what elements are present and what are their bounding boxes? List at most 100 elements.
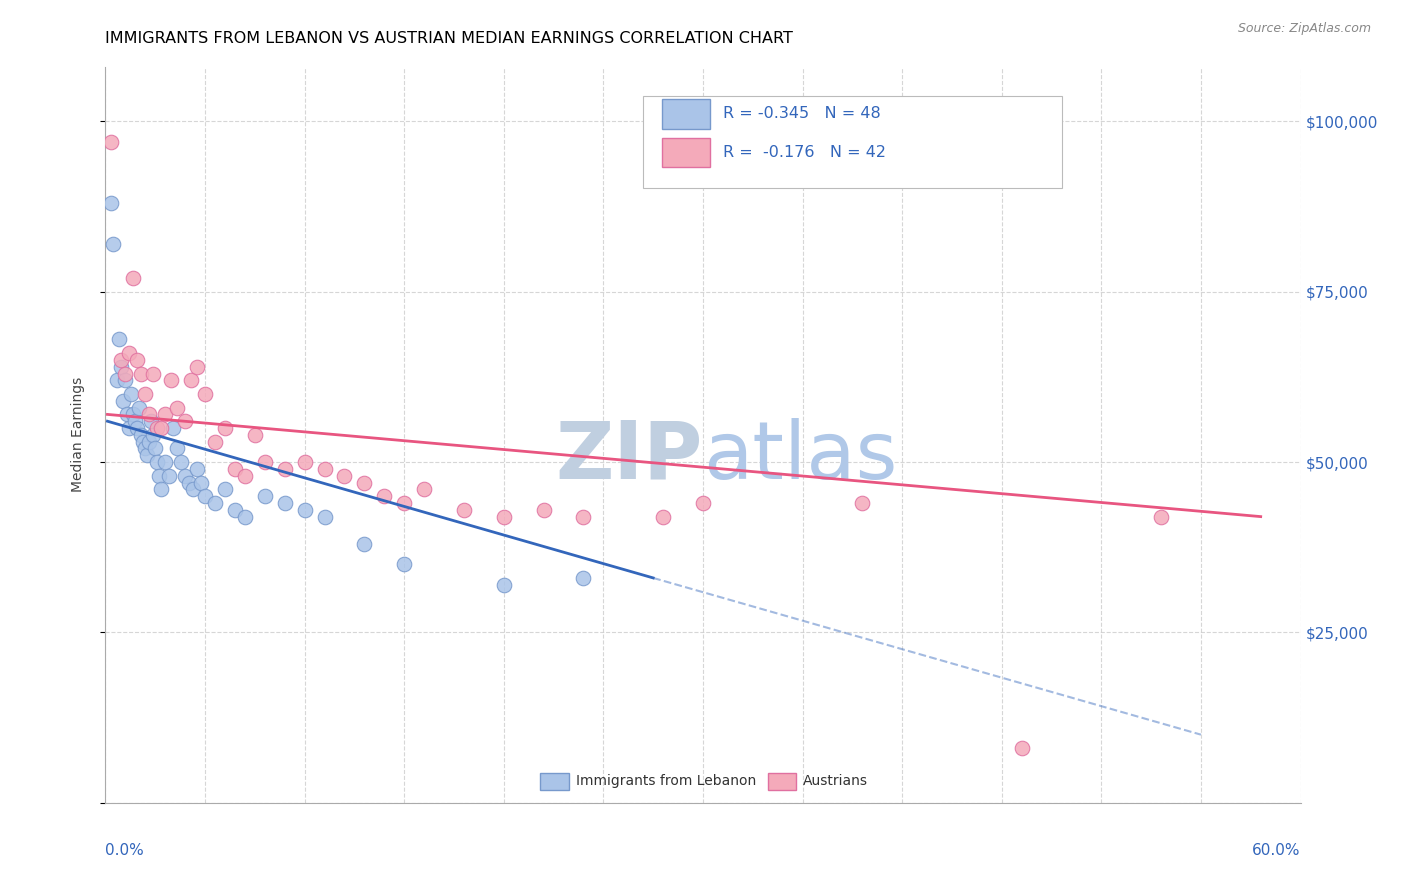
Point bbox=[146, 421, 169, 435]
Point bbox=[127, 352, 149, 367]
Text: atlas: atlas bbox=[703, 418, 897, 496]
Point bbox=[146, 455, 169, 469]
Point bbox=[166, 442, 188, 456]
Point bbox=[118, 346, 141, 360]
Point bbox=[162, 421, 184, 435]
Point bbox=[652, 509, 675, 524]
Point bbox=[373, 489, 395, 503]
Point bbox=[138, 434, 160, 449]
Point bbox=[492, 578, 515, 592]
Point bbox=[160, 373, 183, 387]
Point bbox=[108, 333, 131, 347]
Point bbox=[157, 468, 180, 483]
Point bbox=[132, 434, 155, 449]
Point bbox=[134, 442, 156, 456]
FancyBboxPatch shape bbox=[662, 137, 710, 167]
Point bbox=[100, 135, 122, 149]
Point bbox=[314, 462, 336, 476]
FancyBboxPatch shape bbox=[768, 772, 796, 790]
Point bbox=[181, 483, 204, 497]
Point bbox=[138, 408, 160, 422]
Point bbox=[150, 483, 173, 497]
Text: R = -0.345   N = 48: R = -0.345 N = 48 bbox=[723, 106, 882, 121]
Point bbox=[190, 475, 212, 490]
Point bbox=[174, 468, 197, 483]
Point bbox=[333, 468, 356, 483]
Point bbox=[1150, 509, 1173, 524]
Point bbox=[204, 434, 226, 449]
Point bbox=[1011, 741, 1033, 756]
Point bbox=[120, 387, 142, 401]
Point bbox=[851, 496, 873, 510]
Point bbox=[134, 387, 156, 401]
Point bbox=[117, 408, 139, 422]
Text: 0.0%: 0.0% bbox=[105, 843, 145, 858]
Point bbox=[492, 509, 515, 524]
Text: IMMIGRANTS FROM LEBANON VS AUSTRIAN MEDIAN EARNINGS CORRELATION CHART: IMMIGRANTS FROM LEBANON VS AUSTRIAN MEDI… bbox=[105, 31, 793, 46]
Point bbox=[294, 455, 316, 469]
Point bbox=[114, 367, 136, 381]
Point bbox=[253, 489, 276, 503]
Text: ZIP: ZIP bbox=[555, 418, 703, 496]
Point bbox=[314, 509, 336, 524]
Point bbox=[533, 503, 555, 517]
Point bbox=[153, 408, 177, 422]
Point bbox=[107, 373, 129, 387]
Point bbox=[194, 489, 217, 503]
FancyBboxPatch shape bbox=[540, 772, 569, 790]
Point bbox=[122, 408, 145, 422]
Point bbox=[233, 509, 256, 524]
Point bbox=[122, 271, 145, 285]
Point bbox=[214, 421, 236, 435]
Point bbox=[103, 237, 125, 252]
Point bbox=[194, 387, 217, 401]
FancyBboxPatch shape bbox=[644, 96, 1062, 188]
Point bbox=[141, 414, 163, 428]
Point bbox=[224, 462, 246, 476]
Text: Immigrants from Lebanon: Immigrants from Lebanon bbox=[576, 774, 756, 789]
Text: Source: ZipAtlas.com: Source: ZipAtlas.com bbox=[1237, 22, 1371, 36]
Point bbox=[224, 503, 246, 517]
Point bbox=[166, 401, 188, 415]
Point bbox=[142, 427, 165, 442]
Point bbox=[572, 509, 595, 524]
Point bbox=[453, 503, 475, 517]
Point bbox=[186, 462, 208, 476]
Point bbox=[148, 468, 170, 483]
Point bbox=[112, 393, 135, 408]
Point bbox=[392, 558, 416, 572]
Point bbox=[153, 455, 177, 469]
Point bbox=[118, 421, 141, 435]
Point bbox=[186, 359, 208, 374]
Point bbox=[124, 414, 146, 428]
Text: R =  -0.176   N = 42: R = -0.176 N = 42 bbox=[723, 145, 886, 160]
Point bbox=[110, 359, 132, 374]
Point bbox=[110, 352, 132, 367]
Point bbox=[177, 475, 201, 490]
Point bbox=[413, 483, 436, 497]
Point bbox=[204, 496, 226, 510]
Point bbox=[127, 421, 149, 435]
Point bbox=[294, 503, 316, 517]
Point bbox=[572, 571, 595, 585]
Point bbox=[233, 468, 256, 483]
Point bbox=[150, 421, 173, 435]
Point bbox=[129, 367, 153, 381]
Point bbox=[214, 483, 236, 497]
Point bbox=[253, 455, 276, 469]
Point bbox=[273, 462, 295, 476]
Point bbox=[170, 455, 193, 469]
Point bbox=[243, 427, 266, 442]
Point bbox=[114, 373, 136, 387]
Text: 60.0%: 60.0% bbox=[1253, 843, 1301, 858]
Point bbox=[142, 367, 165, 381]
Point bbox=[143, 442, 166, 456]
Point bbox=[128, 401, 150, 415]
Point bbox=[100, 196, 122, 211]
Y-axis label: Median Earnings: Median Earnings bbox=[70, 377, 84, 492]
Point bbox=[392, 496, 416, 510]
Text: Austrians: Austrians bbox=[803, 774, 869, 789]
Point bbox=[180, 373, 202, 387]
FancyBboxPatch shape bbox=[662, 99, 710, 128]
Point bbox=[136, 448, 159, 462]
